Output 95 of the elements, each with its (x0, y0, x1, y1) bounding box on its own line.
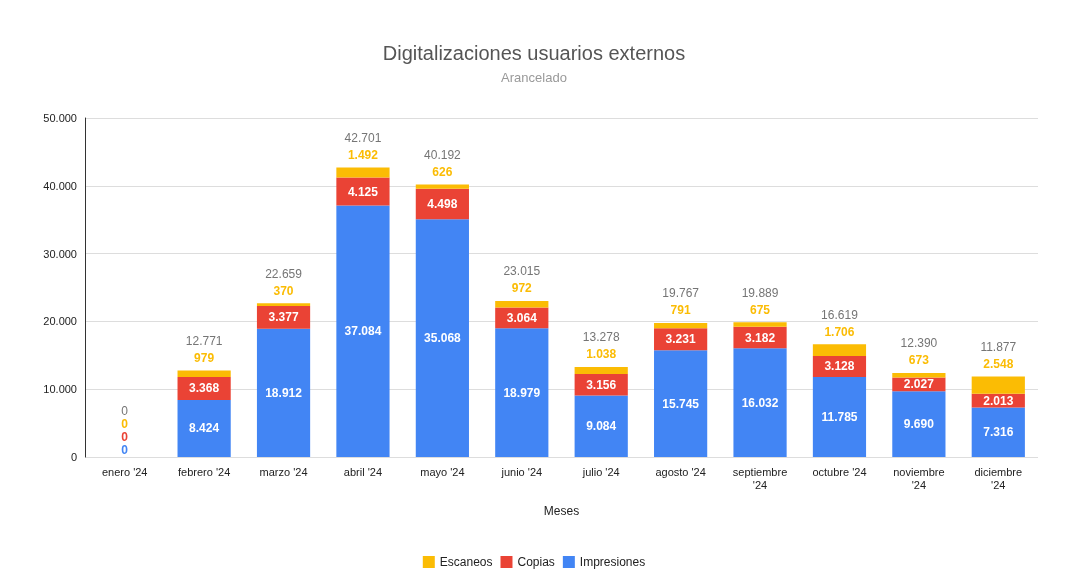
data-label: 1.706 (824, 324, 855, 339)
total-label: 42.701 (344, 130, 382, 145)
data-label: 979 (194, 350, 215, 365)
data-label: 18.979 (503, 385, 541, 400)
x-tick-label: abril '24 (343, 465, 383, 478)
bar (654, 322, 708, 329)
x-tick-label: enero '24 (101, 465, 148, 478)
data-label: 4.498 (427, 196, 458, 211)
data-label: 3.128 (824, 359, 855, 374)
total-label: 0 (121, 442, 129, 457)
legend-label: Escaneos (439, 555, 493, 569)
data-label: 3.182 (745, 330, 776, 345)
data-label: 2.548 (983, 356, 1014, 371)
total-label: 19.889 (741, 285, 779, 300)
total-label: 16.619 (821, 307, 859, 322)
bar (812, 377, 867, 457)
data-label: 1.492 (347, 147, 379, 162)
bar (415, 219, 469, 457)
y-tick-label: 10.000 (43, 383, 77, 396)
x-axis-title: Meses (543, 504, 580, 518)
data-label: 9.690 (903, 417, 935, 432)
data-label: 7.316 (983, 425, 1014, 440)
total-label: 12.390 (900, 336, 938, 351)
total-label: 13.278 (582, 330, 620, 345)
x-tick-label: octubre '24 (812, 465, 867, 478)
y-tick-label: 20.000 (43, 315, 77, 328)
legend-label: Copias (517, 555, 555, 569)
total-label: 40.192 (424, 148, 462, 162)
bar (812, 344, 867, 356)
data-label: 0 (121, 416, 129, 431)
data-label: 675 (750, 302, 771, 317)
data-label: 3.368 (189, 381, 220, 396)
bar (892, 373, 946, 378)
total-label: 12.771 (185, 333, 223, 348)
x-tick-label: diciembre '24 (974, 465, 1023, 491)
data-label: 37.084 (344, 324, 382, 339)
x-tick-label: febrero '24 (178, 465, 231, 478)
total-label: 22.659 (265, 266, 303, 281)
bar (892, 391, 946, 457)
bar (574, 395, 628, 457)
bar (733, 348, 787, 457)
bar (336, 177, 390, 206)
total-label: 23.015 (503, 264, 541, 279)
x-tick-label: noviembre '24 (893, 465, 945, 491)
total-label: 19.767 (662, 286, 700, 301)
data-label: 11.785 (821, 410, 858, 425)
x-tick-label: junio '24 (500, 465, 543, 478)
x-tick-label: agosto '24 (655, 465, 706, 478)
data-label: 8.424 (189, 421, 220, 436)
chart-title: Digitalizaciones usuarios externos (382, 42, 686, 64)
y-tick-label: 50.000 (43, 112, 77, 124)
y-tick-label: 30.000 (43, 247, 77, 260)
bar (654, 350, 708, 457)
bar (177, 370, 231, 378)
data-label: 2.027 (903, 377, 935, 392)
data-label: 4.125 (347, 184, 379, 199)
data-label: 9.084 (586, 419, 617, 434)
data-label: 18.912 (265, 385, 303, 400)
x-tick-label: marzo '24 (259, 465, 308, 478)
x-tick-label: julio '24 (581, 465, 620, 478)
bar (733, 322, 787, 327)
data-label: 791 (670, 303, 691, 318)
bar (495, 328, 549, 457)
data-label: 972 (511, 281, 533, 296)
text: 0 (121, 403, 129, 418)
bar (336, 167, 390, 178)
y-tick-label: 0 (70, 451, 77, 463)
data-label: 1.038 (586, 347, 617, 362)
legend-label: Impresiones (579, 555, 646, 569)
bar (177, 399, 231, 457)
data-label: 3.377 (268, 310, 299, 325)
data-label: 35.068 (424, 331, 462, 346)
data-label: 15.745 (662, 396, 700, 411)
bar (336, 205, 390, 457)
data-label: 3.156 (586, 377, 617, 392)
x-tick-label: septiembre '24 (732, 465, 788, 491)
bar (971, 376, 1025, 394)
bar (495, 300, 549, 308)
data-label: 0 (121, 429, 129, 444)
data-label: 626 (432, 165, 453, 179)
bar (256, 328, 311, 457)
y-tick-label: 40.000 (43, 179, 77, 192)
bar (574, 366, 628, 375)
data-label: 3.064 (506, 310, 538, 325)
bar (971, 407, 1025, 457)
total-label: 11.877 (980, 339, 1017, 354)
data-label: 3.231 (665, 332, 696, 347)
data-label: 673 (908, 353, 930, 368)
chart-subtitle: Arancelado (501, 70, 567, 85)
bar (256, 303, 311, 306)
data-label: 370 (273, 283, 294, 298)
data-label: 16.032 (741, 395, 779, 410)
bar (415, 184, 469, 189)
data-label: 2.013 (983, 393, 1014, 408)
x-tick-label: mayo '24 (420, 465, 465, 478)
